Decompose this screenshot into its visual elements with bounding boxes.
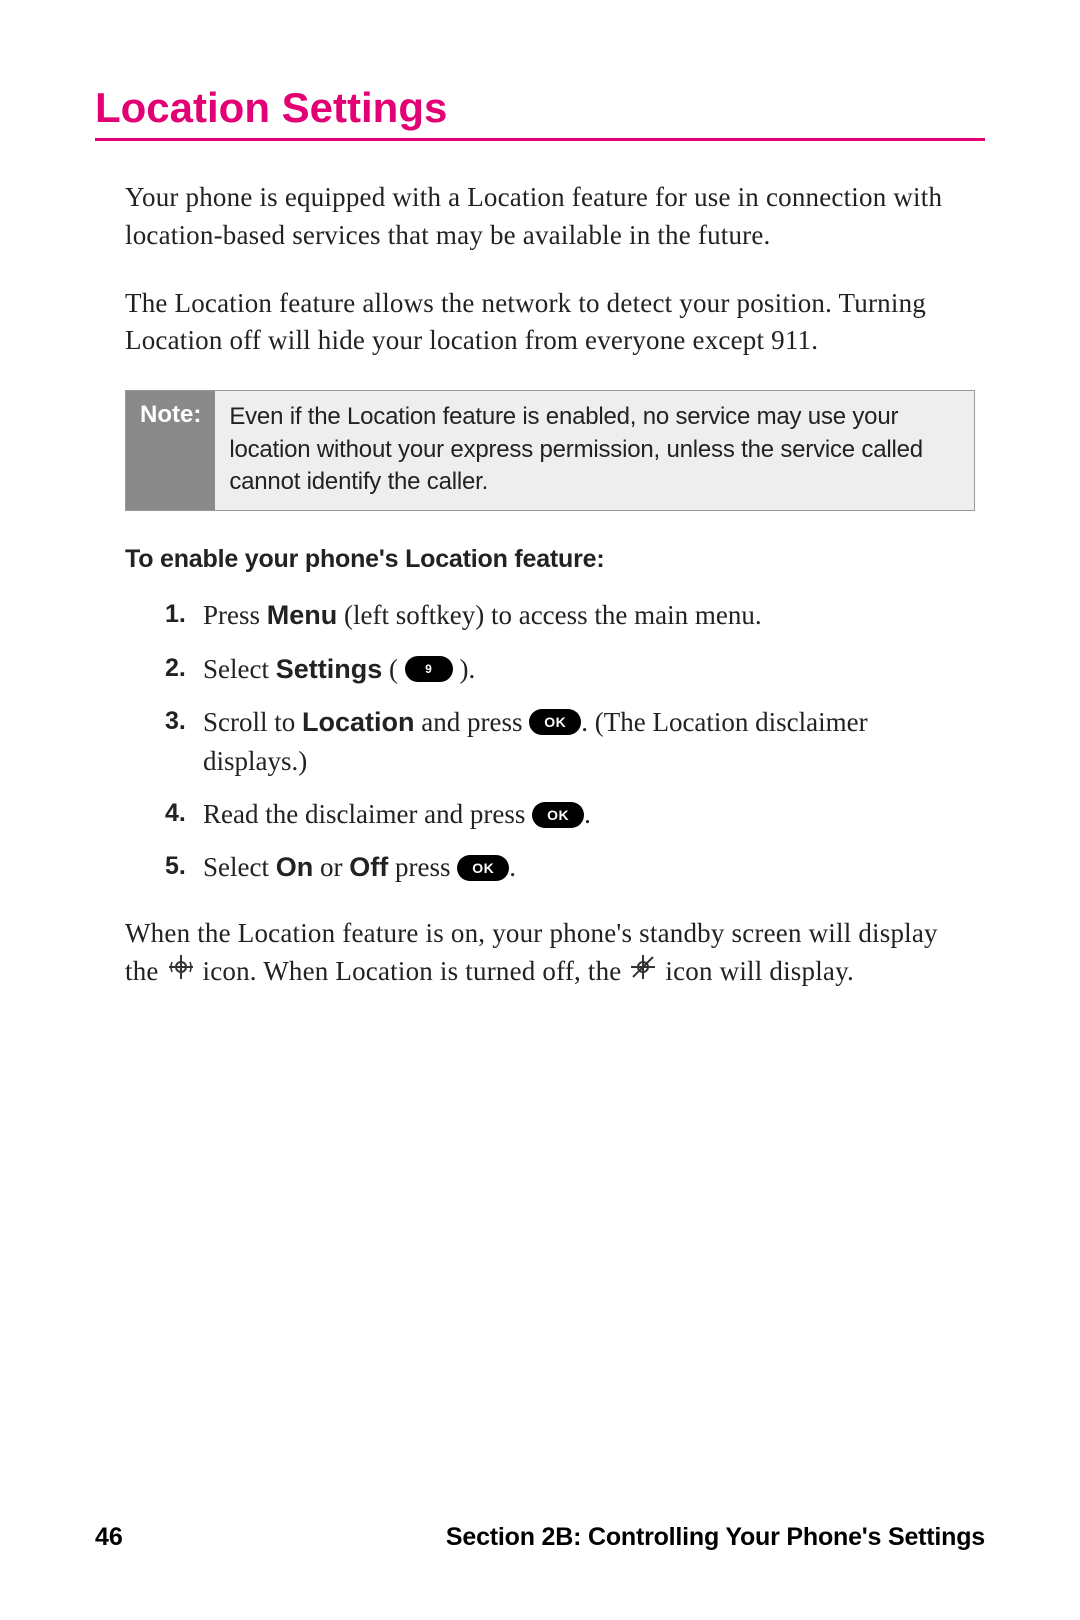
step-2: 2. Select Settings ( 9 ).: [165, 650, 975, 689]
step-number: 2.: [165, 650, 186, 686]
manual-page: Location Settings Your phone is equipped…: [0, 0, 1080, 1620]
step-text: (: [382, 654, 405, 684]
location-off-icon: [630, 953, 656, 991]
key-ok-icon: OK: [457, 855, 509, 881]
step-number: 3.: [165, 703, 186, 739]
step-number: 5.: [165, 848, 186, 884]
steps-heading: To enable your phone's Location feature:: [125, 545, 975, 574]
step-3: 3. Scroll to Location and press OK. (The…: [165, 703, 975, 781]
steps-list: 1. Press Menu (left softkey) to access t…: [125, 596, 975, 887]
step-number: 1.: [165, 596, 186, 632]
step-text: (left softkey) to access the main menu.: [337, 600, 761, 630]
step-text: or: [313, 852, 349, 882]
step-number: 4.: [165, 795, 186, 831]
body-content: Your phone is equipped with a Location f…: [95, 179, 985, 993]
step-text: Scroll to: [203, 707, 302, 737]
step-text: press: [388, 852, 457, 882]
step-text: and press: [415, 707, 530, 737]
key-ok-icon: OK: [529, 709, 581, 735]
step-1: 1. Press Menu (left softkey) to access t…: [165, 596, 975, 635]
note-text: Even if the Location feature is enabled,…: [215, 391, 974, 510]
key-9-icon: 9: [405, 656, 453, 682]
intro-paragraph-2: The Location feature allows the network …: [125, 285, 975, 361]
page-number: 46: [95, 1523, 123, 1552]
step-text: ).: [453, 654, 476, 684]
key-ok-icon: OK: [532, 802, 584, 828]
page-title: Location Settings: [95, 84, 985, 141]
closing-text: icon. When Location is turned off, the: [203, 956, 629, 986]
step-text: Press: [203, 600, 267, 630]
step-4: 4. Read the disclaimer and press OK.: [165, 795, 975, 834]
intro-paragraph-1: Your phone is equipped with a Location f…: [125, 179, 975, 255]
note-callout: Note: Even if the Location feature is en…: [125, 390, 975, 511]
menu-key-label: Menu: [267, 600, 338, 630]
on-label: On: [276, 852, 314, 882]
page-footer: 46 Section 2B: Controlling Your Phone's …: [95, 1523, 985, 1552]
section-label: Section 2B: Controlling Your Phone's Set…: [446, 1523, 985, 1552]
note-label: Note:: [126, 391, 215, 510]
step-text: .: [584, 799, 591, 829]
step-5: 5. Select On or Off press OK.: [165, 848, 975, 887]
closing-paragraph: When the Location feature is on, your ph…: [125, 915, 975, 992]
step-text: Select: [203, 654, 276, 684]
off-label: Off: [349, 852, 388, 882]
settings-label: Settings: [276, 654, 383, 684]
location-on-icon: [168, 953, 194, 991]
closing-text: icon will display.: [665, 956, 854, 986]
step-text: Read the disclaimer and press: [203, 799, 532, 829]
step-text: Select: [203, 852, 276, 882]
step-text: .: [509, 852, 516, 882]
location-label: Location: [302, 707, 415, 737]
